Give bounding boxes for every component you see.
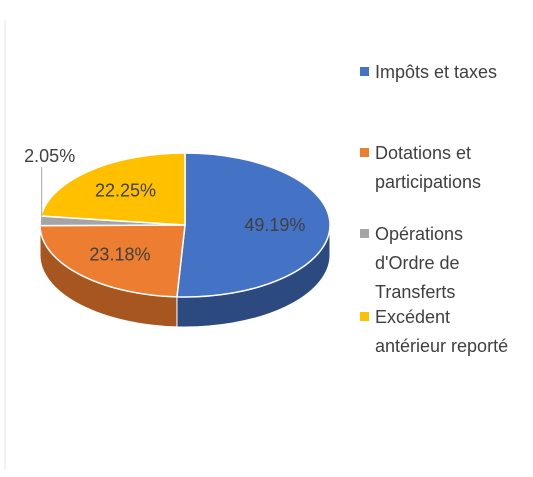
legend-swatch (360, 148, 369, 157)
data-label: 23.18% (89, 245, 150, 265)
data-label: 2.05% (24, 146, 75, 166)
slice (40, 152, 186, 226)
data-label: 49.19% (244, 215, 305, 235)
legend-label: Opérations d'Ordre de Transferts (375, 224, 464, 302)
legend-swatch (360, 229, 369, 238)
slice (176, 152, 331, 298)
legend-swatch (360, 312, 369, 321)
legend-label: Impôts et taxes (375, 62, 498, 82)
slice (39, 224, 186, 298)
legend-label: Excédent antérieur reporté (375, 307, 509, 356)
data-label: 22.25% (95, 180, 156, 200)
legend-swatch (360, 67, 369, 76)
legend-label: Dotations et participations (375, 143, 482, 192)
